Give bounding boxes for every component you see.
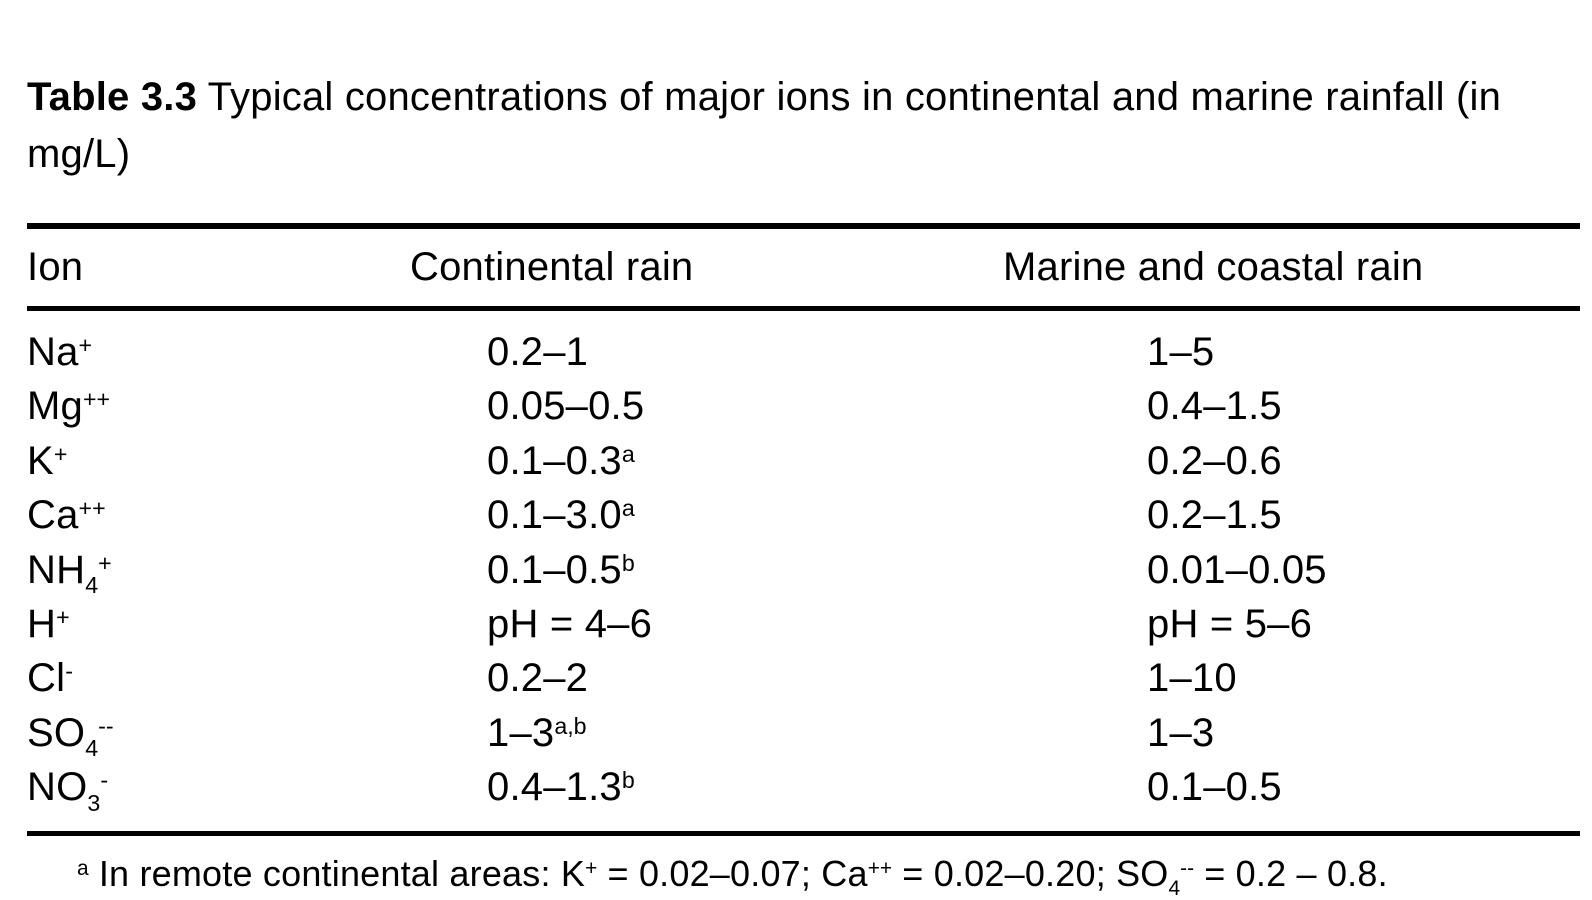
ion-cell: NO3- [27,765,109,816]
column-header-marine-coastal-rain: Marine and coastal rain [1003,245,1424,289]
ion-cell: Cl- [27,656,73,701]
continental-cell: 1–3a,b [487,710,587,755]
continental-cell: 0.1–3.0a [487,493,635,538]
continental-cell: 0.1–0.3a [487,438,635,483]
continental-cell: 0.1–0.5b [487,547,635,592]
continental-cell: pH = 4–6 [487,601,653,646]
ion-cell: SO4-- [27,710,114,762]
table-header-row: Ion Continental rain Marine and coastal … [27,229,1580,311]
column-header-ion: Ion [27,245,84,289]
table-row: NH4+ 0.1–0.5b 0.01–0.05 [27,543,1580,597]
marine-cell: 0.4–1.5 [1147,384,1282,429]
marine-cell: 0.2–1.5 [1147,493,1282,538]
table-caption-label: Table 3.3 [27,75,198,119]
table-row: K+ 0.1–0.3a 0.2–0.6 [27,434,1580,488]
ion-cell: K+ [27,438,68,483]
table-row: H+ pH = 4–6 pH = 5–6 [27,597,1580,651]
ion-cell: NH4+ [27,547,112,598]
marine-cell: 1–10 [1147,656,1237,701]
ion-cell: H+ [27,601,70,646]
rainfall-concentration-table: Ion Continental rain Marine and coastal … [27,223,1580,836]
marine-cell: 1–5 [1147,330,1215,374]
table-footnotes: a In remote continental areas: K+ = 0.02… [27,850,1580,900]
continental-cell: 0.05–0.5 [487,384,645,429]
table-body: Na+ 0.2–1 1–5 Mg++ 0.05–0.5 0.4–1.5 K+ 0.1–0.3a… [27,311,1580,831]
footnote-a: a In remote continental areas: K+ = 0.02… [77,852,1388,900]
table-row: Cl- 0.2–2 1–10 [27,651,1580,705]
ion-cell: Ca++ [27,493,106,538]
marine-cell: 0.2–0.6 [1147,438,1282,483]
table-row: NO3- 0.4–1.3b 0.1–0.5 [27,760,1580,814]
marine-cell: 0.01–0.05 [1147,547,1327,592]
table-row: Mg++ 0.05–0.5 0.4–1.5 [27,379,1580,433]
column-header-continental-rain: Continental rain [410,245,694,289]
table-row: Ca++ 0.1–3.0a 0.2–1.5 [27,488,1580,542]
ion-cell: Na+ [27,330,93,374]
table-row: Na+ 0.2–1 1–5 [27,325,1580,379]
continental-cell: 0.4–1.3b [487,765,635,810]
marine-cell: 1–3 [1147,710,1215,755]
marine-cell: 0.1–0.5 [1147,765,1282,810]
table-row: SO4-- 1–3a,b 1–3 [27,706,1580,760]
marine-cell: pH = 5–6 [1147,601,1313,646]
ion-cell: Mg++ [27,384,111,429]
continental-cell: 0.2–2 [487,656,589,701]
table-caption-text: Typical concentrations of major ions in … [27,75,1502,176]
continental-cell: 0.2–1 [487,330,589,374]
table-caption: Table 3.3 Typical concentrations of majo… [27,69,1532,183]
